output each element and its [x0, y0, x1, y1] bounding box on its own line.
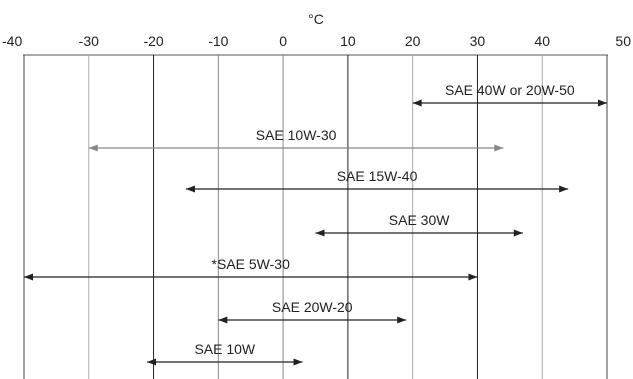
tick-label: 20: [405, 33, 421, 49]
range-arrow-left: [412, 99, 422, 107]
tick-label: -20: [143, 33, 163, 49]
tick-label: 0: [279, 33, 287, 49]
range-arrow-right: [513, 229, 523, 237]
range-arrow-right: [468, 273, 478, 281]
range-label: SAE 20W-20: [272, 299, 353, 315]
tick-label: 30: [470, 33, 486, 49]
temperature-unit-label: °C: [308, 11, 324, 27]
range-2: SAE 10W-30: [88, 127, 504, 152]
range-arrow-left: [315, 229, 325, 237]
range-label: SAE 40W or 20W-50: [445, 82, 575, 98]
range-arrow-right: [494, 144, 504, 152]
range-3: SAE 15W-40: [185, 168, 569, 193]
range-1: SAE 40W or 20W-50: [412, 82, 607, 107]
range-arrow-left: [24, 273, 33, 281]
range-4: SAE 30W: [315, 212, 523, 237]
range-label: SAE 15W-40: [337, 168, 418, 184]
range-label: SAE 30W: [389, 212, 450, 228]
range-5: *SAE 5W-30: [24, 256, 478, 281]
range-label: SAE 10W: [194, 341, 255, 357]
x-axis-tick-labels: -40 -30 -20 -10 0 10 20 30 40 50: [2, 33, 631, 49]
range-arrow-left: [147, 358, 157, 366]
tick-label: -30: [79, 33, 99, 49]
tick-label: -10: [208, 33, 228, 49]
range-6: SAE 20W-20: [218, 299, 407, 324]
range-arrow-right: [293, 358, 303, 366]
viscosity-ranges: SAE 40W or 20W-50 SAE 10W-30 SAE 15W-40 SAE…: [24, 82, 607, 366]
tick-label: 10: [340, 33, 356, 49]
range-arrow-right: [598, 99, 607, 107]
range-arrow-left: [88, 144, 98, 152]
range-7: SAE 10W: [147, 341, 303, 366]
gridlines: [23, 54, 608, 379]
range-label: *SAE 5W-30: [212, 256, 291, 272]
range-arrow-right: [397, 316, 407, 324]
tick-label: -40: [2, 33, 22, 49]
tick-label: 50: [615, 33, 631, 49]
range-label: SAE 10W-30: [256, 127, 337, 143]
range-arrow-left: [185, 185, 195, 193]
range-arrow-left: [218, 316, 228, 324]
tick-label: 40: [534, 33, 550, 49]
range-arrow-right: [559, 185, 569, 193]
